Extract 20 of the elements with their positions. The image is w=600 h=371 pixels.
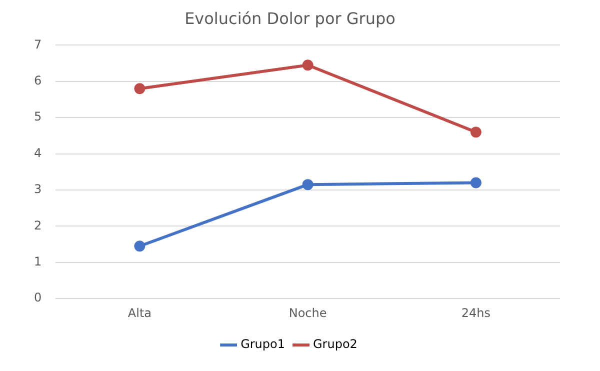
chart-title: Evolución Dolor por Grupo — [184, 8, 396, 28]
y-tick-label: 0 — [34, 290, 42, 305]
y-tick-label: 6 — [34, 74, 42, 88]
y-tick-label: 5 — [34, 110, 42, 124]
point — [302, 179, 314, 190]
point — [470, 126, 482, 138]
x-tick-label: 24hs — [461, 306, 491, 320]
y-tick-label: 4 — [34, 146, 42, 160]
legend-label: Grupo1 — [240, 337, 286, 352]
point — [134, 240, 146, 252]
x-tick-label: Alta — [128, 306, 152, 320]
point — [302, 60, 314, 71]
legend-label: Grupo2 — [313, 337, 358, 352]
y-tick-label: 7 — [34, 37, 42, 52]
y-tick-label: 3 — [34, 182, 42, 196]
y-tick-label: 1 — [34, 254, 42, 269]
point — [470, 177, 482, 188]
x-tick-label: Noche — [288, 306, 327, 320]
y-tick-label: 2 — [34, 218, 42, 232]
point — [134, 83, 146, 94]
